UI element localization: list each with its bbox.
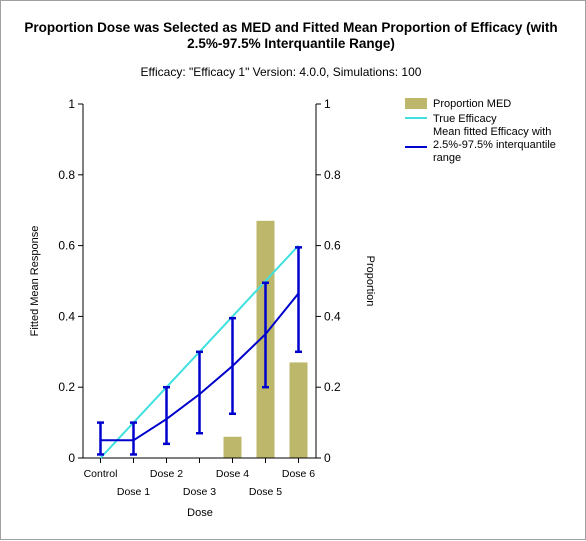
- legend-label-proportion-med: Proportion MED: [433, 98, 511, 110]
- x-axis-label: Dose: [187, 507, 213, 519]
- legend-swatch-proportion-med: [405, 98, 427, 109]
- y-tick-label-left-0: 0: [68, 451, 75, 465]
- y-axis-left-label: Fitted Mean Response: [29, 226, 41, 337]
- plot-area: 0 0 0.2 0.2 0.4 0.4 0.6 0.6 0.8 0.8 1 1 Control Dose …: [58, 97, 341, 498]
- y-tick-label-right-1: 0.2: [324, 380, 341, 394]
- x-tick-label-4: Dose 4: [216, 468, 249, 480]
- x-tick-label-1: Dose 1: [117, 486, 150, 498]
- x-tick-label-2: Dose 2: [150, 468, 183, 480]
- y-tick-label-right-3: 0.6: [324, 239, 341, 253]
- x-tick-label-6: Dose 6: [282, 468, 315, 480]
- y-tick-label-left-2: 0.4: [58, 309, 75, 323]
- y-tick-label-left-3: 0.6: [58, 239, 75, 253]
- y-tick-label-left-4: 0.8: [58, 168, 75, 182]
- legend: Proportion MED True Efficacy Mean fitted…: [405, 98, 556, 164]
- chart-title-line-2: 2.5%-97.5% Interquantile Range): [187, 36, 395, 51]
- legend-label-mean-fitted-3: range: [433, 152, 461, 164]
- y-tick-label-left-5: 1: [68, 97, 75, 111]
- y-tick-label-right-2: 0.4: [324, 309, 341, 323]
- y-tick-label-left-1: 0.2: [58, 380, 75, 394]
- legend-label-true-efficacy: True Efficacy: [433, 113, 497, 125]
- chart-title-line-1: Proportion Dose was Selected as MED and …: [24, 20, 557, 35]
- legend-label-mean-fitted-2: 2.5%-97.5% interquantile: [433, 139, 556, 151]
- y-tick-label-right-0: 0: [324, 451, 331, 465]
- y-axis-right-label: Proportion: [364, 256, 376, 307]
- y-tick-label-right-4: 0.8: [324, 168, 341, 182]
- chart-subtitle: Efficacy: "Efficacy 1" Version: 4.0.0, S…: [141, 65, 422, 79]
- bar-proportion-med-6: [289, 362, 308, 458]
- x-tick-label-5: Dose 5: [249, 486, 282, 498]
- x-tick-label-3: Dose 3: [183, 486, 216, 498]
- x-tick-label-0: Control: [84, 468, 118, 480]
- legend-label-mean-fitted-1: Mean fitted Efficacy with: [433, 126, 551, 138]
- bar-proportion-med-4: [223, 436, 242, 458]
- y-tick-label-right-5: 1: [324, 97, 331, 111]
